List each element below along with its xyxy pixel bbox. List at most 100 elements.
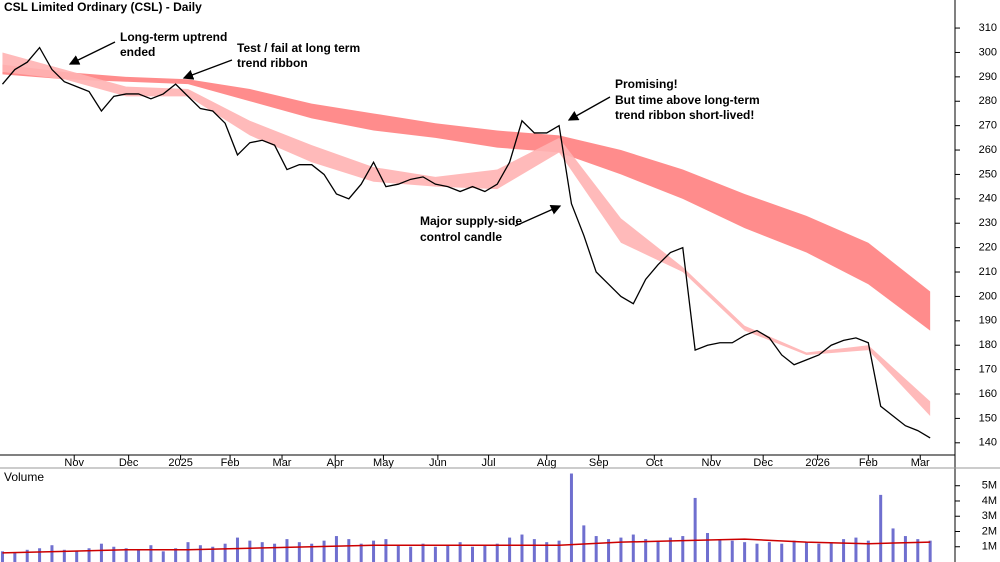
volume-bar (545, 542, 549, 562)
volume-bar (384, 539, 388, 562)
y-tick-label: 300 (979, 46, 997, 58)
volume-bar (743, 542, 747, 562)
annotation-text: Test / fail at long term (237, 41, 360, 55)
volume-bar (50, 545, 54, 562)
volume-bar (310, 543, 314, 562)
volume-bar (273, 543, 277, 562)
volume-bar (681, 536, 685, 562)
volume-bar (829, 542, 833, 562)
volume-bar (297, 542, 301, 562)
annotation: Long-term uptrend ended (68, 30, 227, 65)
annotation: Promising! But time above long-term tren… (567, 77, 760, 122)
volume-bar (248, 540, 252, 562)
volume-bar (594, 536, 598, 562)
volume-bar (137, 549, 141, 562)
volume-bar (730, 540, 734, 562)
volume-bar (285, 539, 289, 562)
volume-bar (260, 542, 264, 562)
arrow (68, 41, 116, 65)
arrow (182, 59, 233, 80)
annotation-text: But time above long-term (615, 93, 760, 107)
annotation-text: control candle (420, 230, 502, 244)
volume-bar (718, 539, 722, 562)
volume-bar (792, 540, 796, 562)
x-tick-label: Jun (429, 457, 447, 469)
volume-bar (99, 543, 103, 562)
chart-title: CSL Limited Ordinary (CSL) - Daily (4, 0, 202, 14)
x-tick-label: Nov (64, 457, 84, 469)
y-tick-label: 220 (979, 242, 997, 254)
y-tick-label: 310 (979, 22, 997, 34)
volume-bar (87, 548, 91, 562)
volume-bar (532, 539, 536, 562)
annotation-text: Long-term uptrend (120, 30, 227, 44)
volume-bar (13, 552, 17, 562)
volume-bar (161, 551, 165, 562)
volume-bar (38, 548, 42, 562)
annotation: Major supply-side control candle (420, 204, 562, 244)
price-line (1, 46, 931, 439)
volume-bar (755, 543, 759, 562)
arrow (514, 204, 562, 227)
volume-bar (458, 542, 462, 562)
volume-bar (508, 537, 512, 562)
volume-bar (780, 543, 784, 562)
volume-bar (483, 545, 487, 562)
volume-bar (619, 537, 623, 562)
annotation-text: trend ribbon short-lived! (615, 108, 754, 122)
volume-bar (62, 549, 66, 562)
x-tick-label: May (373, 457, 394, 469)
y-tick-label: 160 (979, 388, 997, 400)
volume-bar (372, 540, 376, 562)
y-tick-label: 170 (979, 364, 997, 376)
y-tick-label: 250 (979, 168, 997, 180)
volume-bar (446, 545, 450, 562)
y-tick-label: 200 (979, 290, 997, 302)
x-tick-label: Mar (911, 457, 930, 469)
volume-bar (656, 540, 660, 562)
volume-bar (668, 537, 672, 562)
volume-bar (903, 536, 907, 562)
annotation: Test / fail at long term trend ribbon (182, 41, 360, 80)
y-tick-label: 210 (979, 266, 997, 278)
volume-bar (644, 539, 648, 562)
x-tick-label: Nov (701, 457, 721, 469)
y-tick-label: 230 (979, 217, 997, 229)
volume-bar (817, 543, 821, 562)
arrow (567, 96, 611, 121)
volume-bar (706, 533, 710, 562)
y-tick-label: 290 (979, 71, 997, 83)
x-tick-label: Apr (327, 457, 344, 469)
volume-bar (767, 542, 771, 562)
x-tick-label: Jul (482, 457, 496, 469)
y2-tick-label: 3M (982, 510, 997, 522)
x-tick-label: Oct (646, 457, 663, 469)
y-tick-label: 240 (979, 193, 997, 205)
y-tick-label: 180 (979, 339, 997, 351)
volume-bar (607, 539, 611, 562)
y-tick-label: 270 (979, 120, 997, 132)
volume-bar (471, 546, 474, 562)
volume-bar (891, 528, 895, 562)
volume-bar (124, 548, 128, 562)
volume-bar (25, 549, 29, 562)
volume-bar (112, 546, 116, 562)
y-tick-label: 260 (979, 144, 997, 156)
volume-bar (174, 548, 178, 562)
volume-bar (631, 534, 635, 562)
y-tick-label: 280 (979, 95, 997, 107)
trend-ribbon (2, 64, 931, 331)
x-tick-label: Aug (537, 457, 557, 469)
volume-bar (433, 546, 437, 562)
volume-bar (334, 536, 338, 562)
y2-tick-label: 4M (982, 495, 997, 507)
volume-bar (421, 543, 425, 562)
x-tick-label: Dec (753, 457, 773, 469)
volume-bar (842, 539, 846, 562)
volume-bar (235, 537, 239, 562)
ribbons (2, 52, 931, 416)
volume-bar (879, 494, 883, 562)
volume-bar (854, 537, 858, 562)
volume-bar (495, 543, 499, 562)
volume-bar (149, 545, 153, 562)
